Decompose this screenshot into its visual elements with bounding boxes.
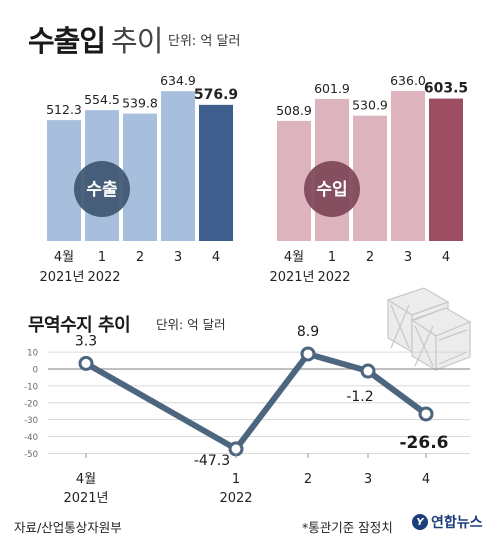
- trade-balance-title: 무역수지 추이: [28, 315, 131, 336]
- y-tick-label: -30: [24, 416, 38, 426]
- trade-balance-line-chart: 10 0 -10 -20 -30 -40 -50 3.3 -47.3 8.9 -1.2 -26.6 4월…: [24, 324, 470, 506]
- value-label: -1.2: [346, 389, 373, 405]
- brand-logo: Y 연합뉴스: [412, 512, 483, 532]
- import-value-label: 601.9: [314, 81, 350, 96]
- data-point: [418, 406, 434, 422]
- value-label: -26.6: [400, 433, 449, 453]
- unit-label: 단위: 억 달러: [168, 34, 241, 49]
- export-value-label: 634.9: [160, 73, 196, 88]
- note-text: *통관기준 잠정치: [302, 520, 393, 535]
- value-label: 8.9: [297, 324, 319, 340]
- import-category-label: 4월: [284, 250, 304, 265]
- trade-balance-unit: 단위: 억 달러: [156, 317, 226, 332]
- export-category-label: 4월: [54, 250, 74, 265]
- import-value-label: 530.9: [352, 98, 388, 113]
- export-bar: [161, 91, 195, 241]
- y-tick-label: -40: [24, 433, 38, 443]
- y-tick-label: 10: [27, 349, 38, 359]
- title-light: 추이: [111, 24, 163, 58]
- export-category-label: 4: [212, 250, 220, 265]
- title-bold: 수출입: [28, 24, 106, 58]
- export-category-label: 1: [98, 250, 106, 265]
- x-tick-label: 4월: [76, 472, 96, 487]
- data-point: [360, 363, 376, 379]
- data-point: [78, 355, 94, 371]
- x-year-label: 2022: [219, 491, 252, 506]
- import-bar: [429, 98, 463, 241]
- data-point: [300, 346, 316, 362]
- export-bar: [123, 113, 157, 241]
- import-bar-chart: 508.9 4월 601.9 1 530.9 2 636.0 3 603.5 4 2021년 2022…: [269, 73, 468, 285]
- export-value-label: 554.5: [84, 92, 120, 107]
- brand-name: 연합뉴스: [431, 515, 483, 531]
- import-value-label: 508.9: [276, 103, 312, 118]
- import-category-label: 4: [442, 250, 450, 265]
- export-value-label: 512.3: [46, 102, 82, 117]
- import-badge-label: 수입: [316, 180, 347, 200]
- page-title: 수출입 추이: [28, 18, 163, 60]
- brand-mark-icon: Y: [412, 514, 428, 530]
- y-tick-label: -50: [24, 450, 38, 460]
- import-value-label: 636.0: [390, 73, 426, 88]
- wooden-crates-icon: [386, 287, 472, 372]
- x-tick-label: 2: [304, 472, 312, 487]
- y-tick-label: 0: [33, 366, 38, 376]
- y-tick-label: -10: [24, 382, 38, 392]
- export-value-label: 576.9: [194, 87, 238, 103]
- x-tick-label: 4: [422, 472, 430, 487]
- value-label: 3.3: [75, 333, 97, 349]
- source-text: 자료/산업통상자원부: [14, 520, 122, 535]
- import-bar: [353, 115, 387, 241]
- export-bar-chart: 512.3 4월 554.5 1 539.8 2 634.9 3 576.9 4 2021년 2022…: [39, 73, 238, 285]
- import-category-label: 3: [404, 250, 412, 265]
- y-tick-label: -20: [24, 399, 38, 409]
- trade-balance-series-line: [83, 350, 429, 452]
- import-year-label: 2021년: [269, 270, 314, 285]
- import-category-label: 1: [328, 250, 336, 265]
- export-badge: [74, 161, 130, 217]
- import-badge: [304, 161, 360, 217]
- export-category-label: 2: [136, 250, 144, 265]
- export-bar: [199, 104, 233, 242]
- x-tick-label: 1: [232, 472, 240, 487]
- import-category-label: 2: [366, 250, 374, 265]
- import-bar: [391, 90, 425, 242]
- export-year-label: 2021년: [39, 270, 84, 285]
- import-value-label: 603.5: [424, 81, 468, 97]
- x-year-label: 2021년: [63, 491, 108, 506]
- value-label: -47.3: [194, 453, 230, 469]
- export-year-label: 2022: [87, 270, 120, 285]
- export-badge-label: 수출: [86, 180, 118, 200]
- export-category-label: 3: [174, 250, 182, 265]
- import-year-label: 2022: [317, 270, 350, 285]
- x-tick-label: 3: [364, 472, 372, 487]
- export-value-label: 539.8: [122, 96, 158, 111]
